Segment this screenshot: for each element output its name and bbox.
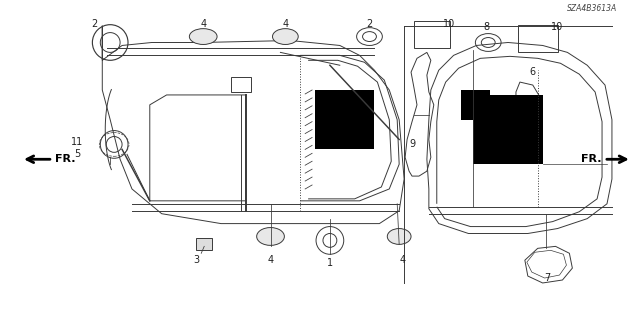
Text: 9: 9 [409, 139, 415, 149]
Text: 5: 5 [74, 149, 81, 159]
Text: FR.: FR. [580, 154, 601, 164]
Text: 8: 8 [483, 22, 490, 32]
Text: 10: 10 [552, 22, 564, 32]
Text: 3: 3 [193, 255, 199, 265]
Text: 10: 10 [442, 19, 455, 29]
Text: 4: 4 [268, 255, 273, 265]
Text: 4: 4 [399, 255, 405, 265]
Text: 6: 6 [530, 67, 536, 77]
Text: 11: 11 [72, 137, 84, 147]
FancyBboxPatch shape [196, 238, 212, 250]
Ellipse shape [273, 29, 298, 44]
Text: FR.: FR. [55, 154, 76, 164]
Ellipse shape [189, 29, 217, 44]
Ellipse shape [387, 228, 411, 244]
Text: 4: 4 [200, 19, 206, 29]
Text: 1: 1 [327, 258, 333, 268]
Ellipse shape [257, 227, 284, 245]
Polygon shape [315, 90, 374, 149]
Text: SZA4B3613A: SZA4B3613A [566, 4, 617, 13]
Text: 7: 7 [545, 273, 551, 283]
Text: 2: 2 [366, 19, 372, 29]
Polygon shape [461, 90, 490, 120]
Text: 4: 4 [282, 19, 289, 29]
Text: 2: 2 [92, 19, 97, 29]
Polygon shape [474, 95, 543, 164]
